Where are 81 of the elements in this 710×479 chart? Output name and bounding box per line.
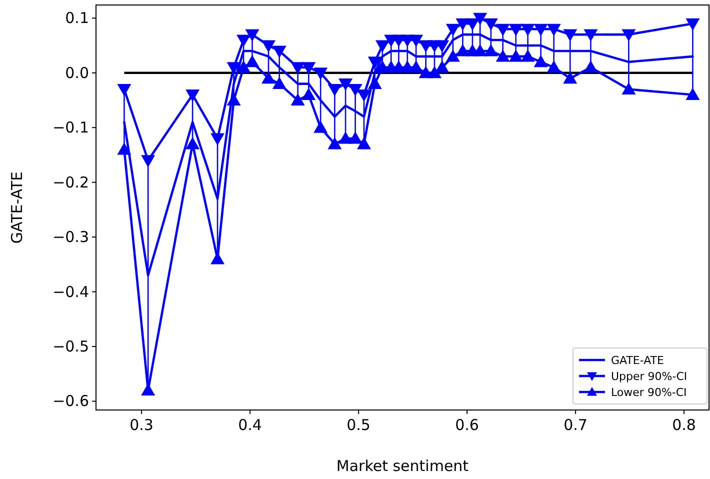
y-tick-label: 0.0 [65,64,89,82]
point [496,49,510,62]
point [348,132,362,144]
y-tick-label: −0.4 [52,282,89,301]
point [356,137,371,150]
point [272,76,286,90]
y-tick-label: 0.1 [65,9,89,28]
point [584,60,598,73]
point [245,54,260,68]
point [290,62,305,74]
legend-label: Lower 90%-CI [611,386,687,399]
point [546,24,561,36]
point [534,24,548,36]
point [302,88,316,100]
point [245,29,260,42]
point [262,40,276,52]
point [314,68,328,80]
point [375,40,390,52]
point [496,24,510,36]
point [686,18,700,31]
point [338,132,353,144]
point [338,78,353,91]
point [435,60,450,73]
x-tick-label: 0.7 [564,416,588,434]
point [302,62,316,74]
point [226,93,241,106]
point [262,71,276,84]
point [356,90,371,102]
point [563,71,578,84]
point [409,60,424,73]
point [348,84,362,96]
point [328,137,342,150]
point [686,88,700,100]
point [484,18,498,31]
point [446,49,460,62]
point [368,76,382,90]
point [473,12,488,26]
point [409,34,424,48]
point [117,84,132,96]
y-tick-label: −0.5 [52,338,89,356]
point [368,56,382,69]
x-tick-label: 0.6 [455,416,479,434]
point [446,24,460,36]
point [563,29,578,42]
y-tick-label: −0.6 [52,392,89,410]
x-tick-label: 0.8 [672,416,696,434]
point [484,44,498,56]
point [456,18,470,31]
x-axis-title: Market sentiment [336,457,469,475]
point [520,49,535,62]
legend-label: Upper 90%-CI [611,370,688,383]
point [186,90,200,102]
x-tick-label: 0.4 [238,416,262,434]
point [622,82,636,95]
y-tick-label: −0.1 [52,118,89,137]
point [473,44,488,56]
point [584,29,598,42]
y-tick-label: −0.2 [52,173,89,192]
point [236,34,251,48]
point [272,46,286,58]
point [328,84,342,96]
y-axis-title: GATE-ATE [8,171,26,244]
point [508,49,523,62]
point [236,60,251,73]
point [226,62,241,74]
point [520,24,535,36]
point [622,29,636,42]
x-tick-label: 0.5 [346,416,370,434]
point [314,120,328,133]
point [435,40,450,52]
point [508,24,523,36]
point [117,142,132,155]
point [546,60,561,73]
y-tick-label: −0.3 [52,228,89,246]
point [186,137,200,150]
point [428,66,442,78]
x-tick-label: 0.3 [130,416,154,434]
point [465,18,480,31]
point [290,93,305,106]
point [534,54,548,68]
legend-label: GATE-ATE [611,354,664,367]
